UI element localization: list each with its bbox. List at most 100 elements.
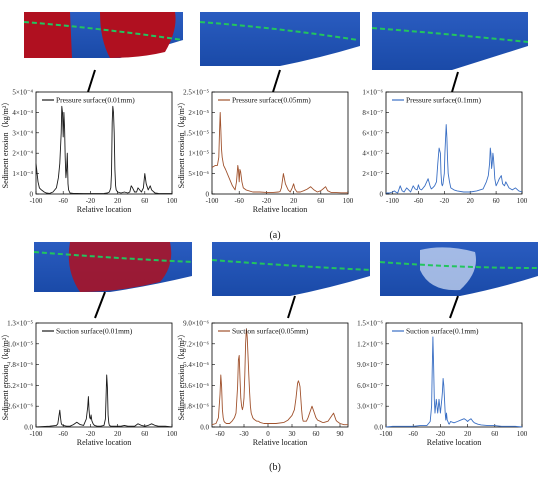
x-axis-label: Relative location	[77, 205, 131, 214]
x-tick-label: -100	[206, 197, 219, 205]
blade-image-b2	[211, 242, 371, 296]
x-tick-label: 60	[313, 430, 321, 438]
chart-panel-5: 0.0 1.8×10⁻⁶ 3.6×10⁻⁶ 5.4×10⁻⁶ 7.2×10⁻⁶ 9.0×1…	[177, 320, 349, 447]
y-tick-label: 3.0×10⁻⁷	[357, 403, 383, 411]
y-tick-label: 7.2×10⁻⁶	[183, 340, 209, 348]
y-tick-label: 0	[206, 191, 210, 199]
y-tick-label: 0.0	[24, 424, 33, 432]
y-tick-label: 5×10⁻⁴	[12, 89, 33, 97]
y-tick-label: 1×10⁻⁴	[12, 170, 33, 178]
x-tick-label: -100	[386, 197, 399, 205]
y-tick-label: 1×10⁻⁵	[188, 150, 209, 158]
x-axis-label: Relative location	[427, 438, 481, 447]
chart-panel-1: 0 1×10⁻⁴ 2×10⁻⁴ 3×10⁻⁴ 4×10⁻⁴ 5×10⁻⁴ -100 -60 -2…	[1, 89, 178, 215]
y-axis-label: Sediment erosion（kg/m²）	[1, 98, 10, 189]
x-tick-label: -60	[235, 197, 245, 205]
x-tick-label: 20	[467, 197, 475, 205]
series-line	[211, 111, 348, 194]
y-tick-label: 0	[380, 191, 384, 199]
blade-image-b3	[379, 242, 539, 296]
x-tick-label: 100	[517, 430, 528, 438]
y-axis-label: Sediment erosion（kg/m²）	[1, 330, 10, 421]
pointer-line-b2	[287, 295, 296, 319]
plot-frame	[211, 322, 349, 428]
legend-label: Pressure surface(0.01mm)	[56, 96, 135, 105]
series-line	[385, 336, 523, 428]
x-tick-label: 20	[464, 430, 472, 438]
series-line	[35, 105, 172, 195]
x-tick-label: 100	[167, 197, 178, 205]
plot-frame	[385, 91, 523, 195]
plot-frame	[211, 91, 349, 195]
x-tick-label: 30	[289, 430, 297, 438]
y-tick-label: 5.4×10⁻⁶	[183, 361, 209, 369]
y-tick-label: 2×10⁻⁷	[362, 170, 383, 178]
x-tick-label: 90	[337, 430, 345, 438]
legend-label: Suction surface(0.01mm)	[56, 327, 133, 336]
y-tick-label: 1.5×10⁻⁵	[183, 129, 209, 137]
series-line	[386, 124, 523, 194]
y-tick-label: 6×10⁻⁷	[362, 129, 383, 137]
y-tick-label: 0.0	[200, 424, 209, 432]
y-tick-label: 5.2×10⁻⁶	[7, 382, 33, 390]
x-tick-label: -100	[30, 197, 43, 205]
x-tick-label: -60	[409, 430, 419, 438]
y-tick-label: 2.5×10⁻⁵	[183, 89, 209, 97]
x-axis-label: Relative location	[77, 438, 131, 447]
pointer-line-a2	[272, 69, 281, 93]
y-tick-label: 3×10⁻⁴	[12, 129, 33, 137]
blade-image-b1	[33, 242, 193, 292]
legend-label: Suction surface(0.05mm)	[232, 327, 309, 336]
y-axis-label: Sediment erosion（kg/m²）	[177, 98, 186, 189]
x-tick-label: -20	[262, 197, 272, 205]
pointer-line-b1	[94, 291, 106, 319]
x-tick-label: -20	[86, 430, 96, 438]
y-tick-label: 4×10⁻⁴	[12, 109, 33, 117]
plot-frame	[35, 91, 173, 195]
y-tick-label: 8×10⁻⁷	[362, 109, 383, 117]
y-tick-label: 0.0	[374, 424, 383, 432]
x-axis-label: Relative location	[253, 438, 307, 447]
x-axis-label: Relative location	[253, 205, 307, 214]
legend-label: Suction surface(0.1mm)	[406, 327, 479, 336]
y-tick-label: 1.2×10⁻⁶	[357, 340, 383, 348]
pointer-line-b3	[449, 295, 459, 319]
legend-label: Pressure surface(0.05mm)	[232, 96, 311, 105]
panel-label-a: (a)	[269, 230, 280, 241]
x-tick-label: -20	[86, 197, 96, 205]
blade-image-a1	[23, 12, 184, 58]
panel-label-b: (b)	[269, 462, 281, 473]
y-tick-label: 9.0×10⁻⁷	[357, 361, 383, 369]
x-tick-label: 60	[141, 430, 149, 438]
x-tick-label: -20	[440, 197, 450, 205]
x-tick-label: -60	[414, 197, 424, 205]
pointer-line-a3	[451, 71, 459, 93]
y-tick-label: 1.8×10⁻⁶	[183, 403, 209, 411]
chart-panel-6: 0.0 3.0×10⁻⁷ 6.0×10⁻⁷ 9.0×10⁻⁷ 1.2×10⁻⁶ 1.5×1…	[357, 320, 528, 448]
blade-image-a2	[199, 12, 360, 66]
y-tick-label: 0	[30, 191, 34, 199]
x-tick-label: 20	[114, 197, 122, 205]
blade-image-a3	[371, 12, 529, 70]
x-tick-label: 100	[517, 197, 528, 205]
x-tick-label: -100	[30, 430, 43, 438]
chart-panel-3: 0 2×10⁻⁷ 4×10⁻⁷ 6×10⁻⁷ 8×10⁻⁷ 1×10⁻⁶ -100 -60 -2…	[362, 89, 527, 206]
x-tick-label: 60	[317, 197, 325, 205]
x-tick-label: -100	[380, 430, 393, 438]
y-tick-label: 1×10⁻⁶	[362, 89, 383, 97]
y-tick-label: 5×10⁻⁶	[188, 170, 209, 178]
plot-frame	[35, 322, 173, 428]
y-tick-label: 2.6×10⁻⁶	[7, 403, 33, 411]
x-tick-label: -60	[59, 430, 69, 438]
y-tick-label: 1.3×10⁻⁵	[7, 320, 33, 328]
y-tick-label: 6.0×10⁻⁷	[357, 382, 383, 390]
charts-layer: 0 1×10⁻⁴ 2×10⁻⁴ 3×10⁻⁴ 4×10⁻⁴ 5×10⁻⁴ -100 -60 -2…	[1, 89, 528, 448]
x-tick-label: -30	[239, 430, 249, 438]
y-axis-label: Sediment erosion（kg/m²）	[177, 330, 186, 421]
y-tick-label: 9.0×10⁻⁶	[183, 320, 209, 328]
x-tick-label: 100	[167, 430, 178, 438]
plot-frame	[385, 322, 523, 428]
series-line	[211, 328, 348, 426]
x-tick-label: -60	[59, 197, 69, 205]
